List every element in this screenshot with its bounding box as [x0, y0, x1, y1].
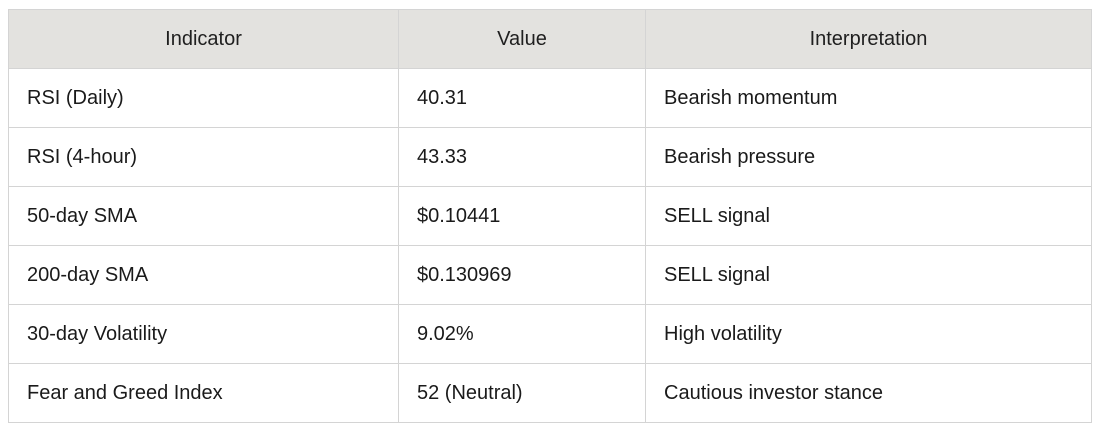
cell-indicator: RSI (4-hour)	[8, 127, 399, 187]
cell-value: $0.130969	[398, 245, 646, 305]
header-indicator: Indicator	[8, 9, 399, 69]
cell-value: 52 (Neutral)	[398, 363, 646, 423]
table-body: RSI (Daily) 40.31 Bearish momentum RSI (…	[8, 68, 1092, 423]
table-row: RSI (4-hour) 43.33 Bearish pressure	[8, 127, 1092, 187]
cell-value: 43.33	[398, 127, 646, 187]
table-header: Indicator Value Interpretation	[8, 9, 1092, 69]
table-row: 30-day Volatility 9.02% High volatility	[8, 304, 1092, 364]
table-row: 50-day SMA $0.10441 SELL signal	[8, 186, 1092, 246]
cell-interpretation: SELL signal	[645, 245, 1092, 305]
cell-value: $0.10441	[398, 186, 646, 246]
cell-interpretation: Bearish pressure	[645, 127, 1092, 187]
cell-value: 9.02%	[398, 304, 646, 364]
cell-indicator: RSI (Daily)	[8, 68, 399, 128]
cell-interpretation: Bearish momentum	[645, 68, 1092, 128]
indicator-table: Indicator Value Interpretation RSI (Dail…	[8, 9, 1092, 423]
header-value: Value	[398, 9, 646, 69]
cell-indicator: 200-day SMA	[8, 245, 399, 305]
cell-interpretation: SELL signal	[645, 186, 1092, 246]
table-row: RSI (Daily) 40.31 Bearish momentum	[8, 68, 1092, 128]
table-row: 200-day SMA $0.130969 SELL signal	[8, 245, 1092, 305]
cell-indicator: 30-day Volatility	[8, 304, 399, 364]
header-interpretation: Interpretation	[645, 9, 1092, 69]
cell-interpretation: Cautious investor stance	[645, 363, 1092, 423]
cell-indicator: 50-day SMA	[8, 186, 399, 246]
indicator-table-container: Indicator Value Interpretation RSI (Dail…	[8, 9, 1092, 423]
cell-interpretation: High volatility	[645, 304, 1092, 364]
cell-indicator: Fear and Greed Index	[8, 363, 399, 423]
cell-value: 40.31	[398, 68, 646, 128]
header-row: Indicator Value Interpretation	[8, 9, 1092, 69]
table-row: Fear and Greed Index 52 (Neutral) Cautio…	[8, 363, 1092, 423]
